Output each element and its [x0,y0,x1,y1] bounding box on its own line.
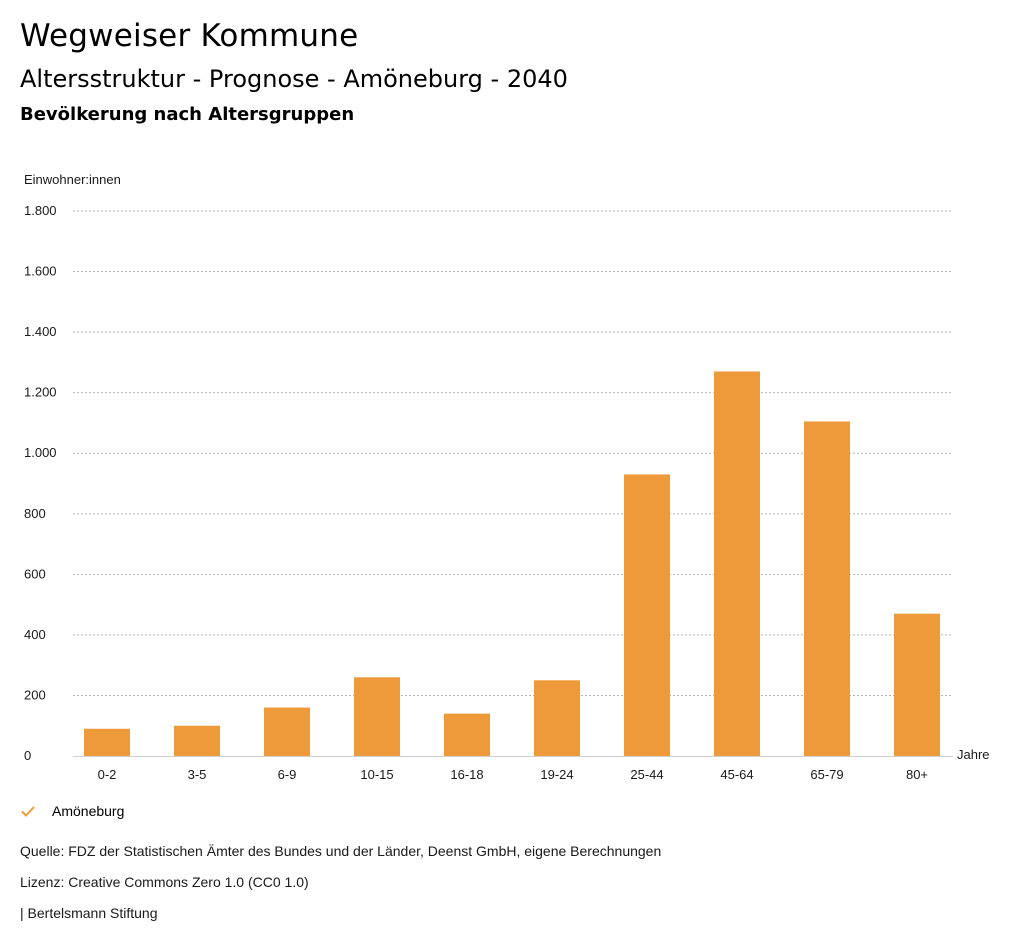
y-tick-label: 1.600 [24,264,57,279]
legend-item-amoeneburg[interactable]: Amöneburg [20,803,124,819]
bar-10-15[interactable] [354,677,400,756]
bar-65-79[interactable] [804,421,850,756]
bar-45-64[interactable] [714,371,760,756]
x-tick-label: 16-18 [450,767,483,782]
x-tick-label: 10-15 [360,767,393,782]
y-tick-label: 200 [24,687,46,702]
page-subtitle: Altersstruktur - Prognose - Amöneburg - … [20,65,568,93]
bar-19-24[interactable] [534,680,580,756]
y-tick-label: 1.400 [24,324,57,339]
bar-80+[interactable] [894,613,940,756]
bar-chart: 0 200 400 600 800 1.000 1.200 1.400 1.600 1.800 0… [24,172,990,782]
publisher-note: | Bertelsmann Stiftung [20,905,158,921]
y-tick-label: 400 [24,627,46,642]
bar-0-2[interactable] [84,728,130,756]
x-tick-label: 0-2 [98,767,117,782]
x-tick-label: 65-79 [810,767,843,782]
x-tick-label: 25-44 [630,767,663,782]
license-note: Lizenz: Creative Commons Zero 1.0 (CC0 1… [20,874,309,890]
x-axis-ticks: 0-2 3-5 6-9 10-15 16-18 19-24 25-44 45-64 65-79 8… [98,767,928,782]
legend-label: Amöneburg [52,803,125,819]
y-tick-label: 800 [24,506,46,521]
x-tick-label: 45-64 [720,767,753,782]
check-icon [21,806,35,817]
y-tick-label: 1.200 [24,385,57,400]
bar-16-18[interactable] [444,713,490,756]
x-tick-label: 80+ [906,767,928,782]
section-title: Bevölkerung nach Altersgruppen [20,104,355,125]
source-note: Quelle: FDZ der Statistischen Ämter des … [20,843,662,859]
bar-series [84,371,940,756]
page-title: Wegweiser Kommune [20,18,359,54]
y-tick-label: 1.000 [24,445,57,460]
y-tick-label: 0 [24,748,31,763]
y-axis-label: Einwohner:innen [24,172,121,187]
x-tick-label: 3-5 [188,767,207,782]
x-tick-label: 19-24 [540,767,573,782]
bar-25-44[interactable] [624,474,670,756]
bar-6-9[interactable] [264,707,310,756]
y-tick-label: 600 [24,566,46,581]
y-axis-ticks: 0 200 400 600 800 1.000 1.200 1.400 1.600 1.800 [24,203,57,763]
x-tick-label: 6-9 [278,767,297,782]
x-axis-label: Jahre [957,747,990,762]
y-tick-label: 1.800 [24,203,57,218]
bar-3-5[interactable] [174,725,220,756]
